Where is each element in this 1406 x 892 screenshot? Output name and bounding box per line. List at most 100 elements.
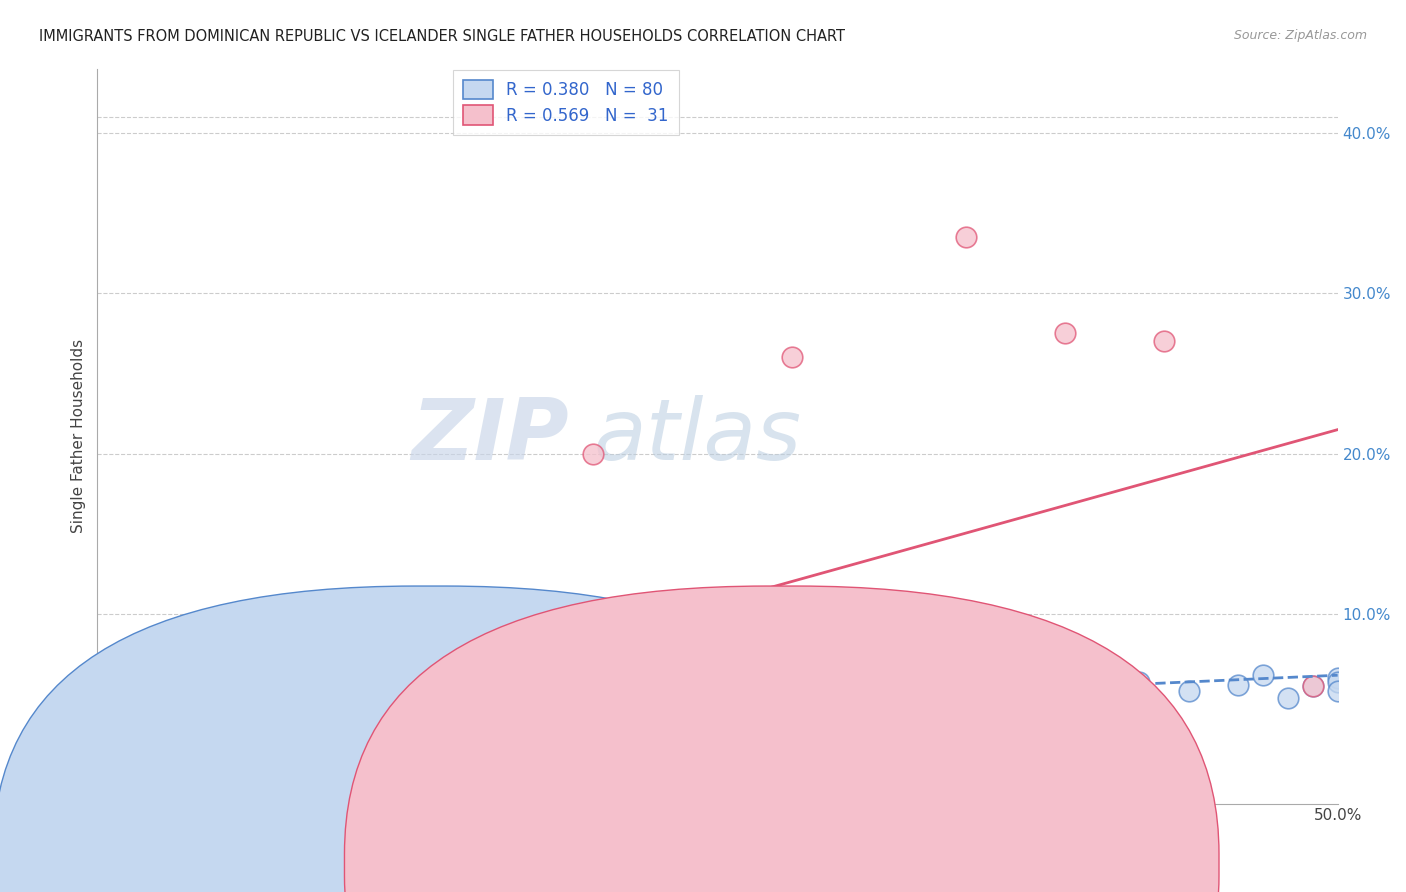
Point <box>1053 326 1076 341</box>
Legend: R = 0.380   N = 80, R = 0.569   N =  31: R = 0.380 N = 80, R = 0.569 N = 31 <box>453 70 679 135</box>
Point <box>731 696 754 710</box>
Point <box>160 736 183 750</box>
Point <box>284 720 307 734</box>
Point <box>124 720 146 734</box>
Point <box>94 736 117 750</box>
Point <box>118 744 141 758</box>
Point <box>111 723 134 737</box>
Point <box>101 742 124 756</box>
Point <box>115 739 138 753</box>
Point <box>533 690 555 705</box>
Point <box>979 684 1001 698</box>
Point <box>115 680 138 694</box>
Point <box>235 720 257 734</box>
Point <box>105 739 128 753</box>
Point <box>108 744 131 758</box>
Point <box>780 684 803 698</box>
Point <box>101 732 124 747</box>
Point <box>582 696 605 710</box>
Point <box>104 696 127 710</box>
Point <box>114 656 136 670</box>
Point <box>160 648 183 662</box>
Point <box>1326 672 1348 686</box>
Point <box>148 656 170 670</box>
Point <box>631 700 654 714</box>
Point <box>96 750 118 764</box>
Point <box>780 351 803 365</box>
Point <box>260 706 283 721</box>
Point <box>108 688 131 702</box>
Point <box>1153 334 1175 349</box>
Point <box>124 732 146 747</box>
Point <box>118 672 141 686</box>
Point <box>94 753 117 767</box>
Point <box>98 712 121 726</box>
Text: ZIP: ZIP <box>411 394 568 477</box>
Point <box>96 704 118 718</box>
Point <box>136 672 159 686</box>
Point <box>105 672 128 686</box>
Point <box>136 739 159 753</box>
Point <box>384 706 406 721</box>
Point <box>607 688 630 702</box>
Point <box>91 755 114 769</box>
Point <box>170 728 193 742</box>
Point <box>1078 680 1101 694</box>
Point <box>89 752 111 766</box>
Point <box>235 648 257 662</box>
Point <box>1277 690 1299 705</box>
Point <box>247 728 270 742</box>
Point <box>134 736 156 750</box>
Point <box>1326 674 1348 689</box>
Point <box>173 664 195 678</box>
Point <box>101 680 124 694</box>
Point <box>91 720 114 734</box>
Point <box>1302 680 1324 694</box>
Point <box>141 728 163 742</box>
Point <box>682 690 704 705</box>
Text: atlas: atlas <box>593 394 801 477</box>
Point <box>582 447 605 461</box>
Text: Source: ZipAtlas.com: Source: ZipAtlas.com <box>1233 29 1367 42</box>
Point <box>209 723 232 737</box>
Point <box>104 745 127 759</box>
Point <box>131 745 153 759</box>
Point <box>222 712 245 726</box>
Point <box>484 706 506 721</box>
Point <box>108 732 131 747</box>
Point <box>1029 674 1052 689</box>
Point <box>94 744 117 758</box>
Point <box>209 658 232 673</box>
Y-axis label: Single Father Households: Single Father Households <box>72 339 86 533</box>
Point <box>115 728 138 742</box>
Point <box>1227 678 1250 692</box>
Point <box>1178 684 1201 698</box>
Point <box>198 728 221 742</box>
Point <box>880 680 903 694</box>
Point <box>111 748 134 763</box>
Point <box>91 748 114 763</box>
Point <box>114 755 136 769</box>
Point <box>146 736 169 750</box>
Point <box>458 704 481 718</box>
Point <box>176 716 198 731</box>
Point <box>359 696 381 710</box>
Point <box>186 720 208 734</box>
Point <box>1302 680 1324 694</box>
Point <box>1128 674 1150 689</box>
Text: Immigrants from Dominican Republic: Immigrants from Dominican Republic <box>453 858 738 872</box>
Point <box>508 700 530 714</box>
Point <box>96 739 118 753</box>
Point <box>89 728 111 742</box>
Point <box>186 640 208 654</box>
Point <box>335 642 357 657</box>
Point <box>98 747 121 761</box>
Point <box>128 664 150 678</box>
Point <box>929 688 952 702</box>
Text: IMMIGRANTS FROM DOMINICAN REPUBLIC VS ICELANDER SINGLE FATHER HOUSEHOLDS CORRELA: IMMIGRANTS FROM DOMINICAN REPUBLIC VS IC… <box>39 29 845 44</box>
Point <box>124 656 146 670</box>
Point <box>150 720 173 734</box>
Point <box>114 736 136 750</box>
Point <box>955 230 977 244</box>
Point <box>156 728 179 742</box>
